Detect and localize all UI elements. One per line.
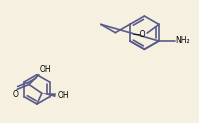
Text: OH: OH <box>40 65 52 74</box>
Text: OH: OH <box>58 91 69 100</box>
Text: NH₂: NH₂ <box>176 37 190 46</box>
Text: O: O <box>12 90 18 99</box>
Text: —O: —O <box>133 30 146 39</box>
Polygon shape <box>42 93 56 97</box>
